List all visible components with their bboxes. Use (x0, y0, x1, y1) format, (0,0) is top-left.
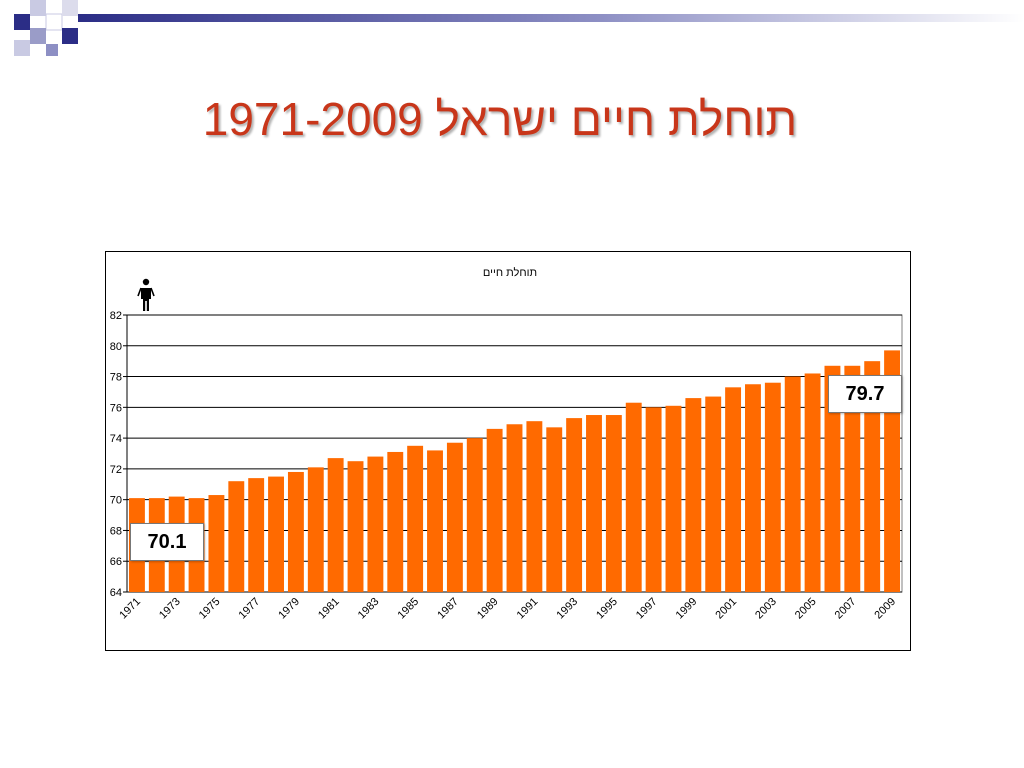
bar (427, 450, 443, 592)
decorative-header-band (14, 0, 1024, 56)
bar (665, 405, 682, 592)
y-tick-label: 76 (110, 402, 122, 414)
x-tick-label: 1999 (674, 596, 700, 622)
y-tick-label: 64 (110, 587, 122, 599)
bar (625, 402, 642, 592)
bar (725, 387, 742, 592)
x-tick-label: 1987 (435, 596, 461, 622)
bar (645, 407, 662, 592)
y-tick-label: 74 (110, 433, 122, 445)
y-tick-label: 68 (110, 525, 122, 537)
bar (764, 382, 781, 592)
value-callout: 70.1 (130, 523, 204, 562)
x-tick-label: 1993 (554, 596, 580, 622)
bar (486, 428, 503, 592)
x-tick-label: 1991 (515, 596, 541, 622)
bar (327, 458, 344, 592)
person-icon (137, 278, 155, 311)
bar (268, 476, 284, 592)
bar (864, 361, 881, 592)
bar (745, 384, 761, 592)
x-tick-label: 1989 (475, 596, 501, 622)
deco-square (46, 44, 58, 56)
bar (566, 418, 583, 592)
x-tick-label: 1995 (594, 596, 620, 622)
chart-frame: תוחלת חיים 64 66 68 70 72 74 76 78 80 82 1971 1973 1… (105, 251, 911, 651)
deco-square (45, 13, 63, 31)
x-tick-label: 1997 (634, 596, 660, 622)
bar (844, 365, 861, 592)
bar (586, 415, 602, 592)
bar (208, 495, 225, 592)
x-tick-label: 2009 (872, 596, 898, 622)
deco-square (62, 0, 78, 16)
bar (685, 398, 702, 592)
x-tick-label: 2005 (793, 596, 819, 622)
y-tick-label: 72 (110, 464, 122, 476)
bar (248, 478, 265, 592)
bar (446, 442, 463, 592)
bar (367, 456, 384, 592)
bar (804, 373, 821, 592)
value-callout: 79.7 (828, 375, 902, 414)
bar (287, 471, 304, 592)
deco-square (30, 0, 46, 16)
y-tick-label: 80 (110, 341, 122, 353)
x-tick-label: 2003 (753, 596, 779, 622)
bar (307, 467, 324, 592)
deco-square (14, 14, 30, 30)
x-tick-label: 1983 (356, 596, 382, 622)
bar (387, 451, 404, 592)
deco-square (62, 28, 78, 44)
x-tick-label: 1975 (197, 596, 223, 622)
x-tick-label: 2001 (713, 596, 739, 622)
bar (824, 365, 841, 592)
bar (784, 376, 801, 592)
y-tick-label: 78 (110, 372, 122, 384)
bar (466, 438, 483, 592)
x-tick-label: 1977 (236, 596, 262, 622)
bar (228, 481, 245, 592)
deco-square (14, 40, 30, 56)
x-tick-label: 1979 (276, 596, 302, 622)
x-tick-label: 2007 (833, 596, 859, 622)
x-tick-label: 1971 (117, 596, 143, 622)
x-tick-label: 1985 (395, 596, 421, 622)
bar (546, 427, 563, 592)
x-tick-label: 1973 (157, 596, 183, 622)
life-expectancy-bar-chart: תוחלת חיים 64 66 68 70 72 74 76 78 80 82 1971 1973 1… (110, 266, 903, 622)
slide-title: תוחלת חיים ישראל 1971-2009 (202, 93, 798, 145)
y-tick-label: 66 (110, 556, 122, 568)
y-tick-label: 70 (110, 495, 122, 507)
x-tick-label: 1981 (316, 596, 342, 622)
bar (506, 424, 523, 592)
chart-title: תוחלת חיים (483, 266, 537, 279)
deco-square (30, 28, 46, 44)
y-tick-label: 82 (110, 310, 122, 322)
bar (705, 396, 722, 592)
bar (407, 445, 424, 592)
bar (605, 415, 622, 592)
bar (347, 461, 364, 592)
gradient-band (78, 14, 1024, 22)
bar (526, 421, 543, 592)
